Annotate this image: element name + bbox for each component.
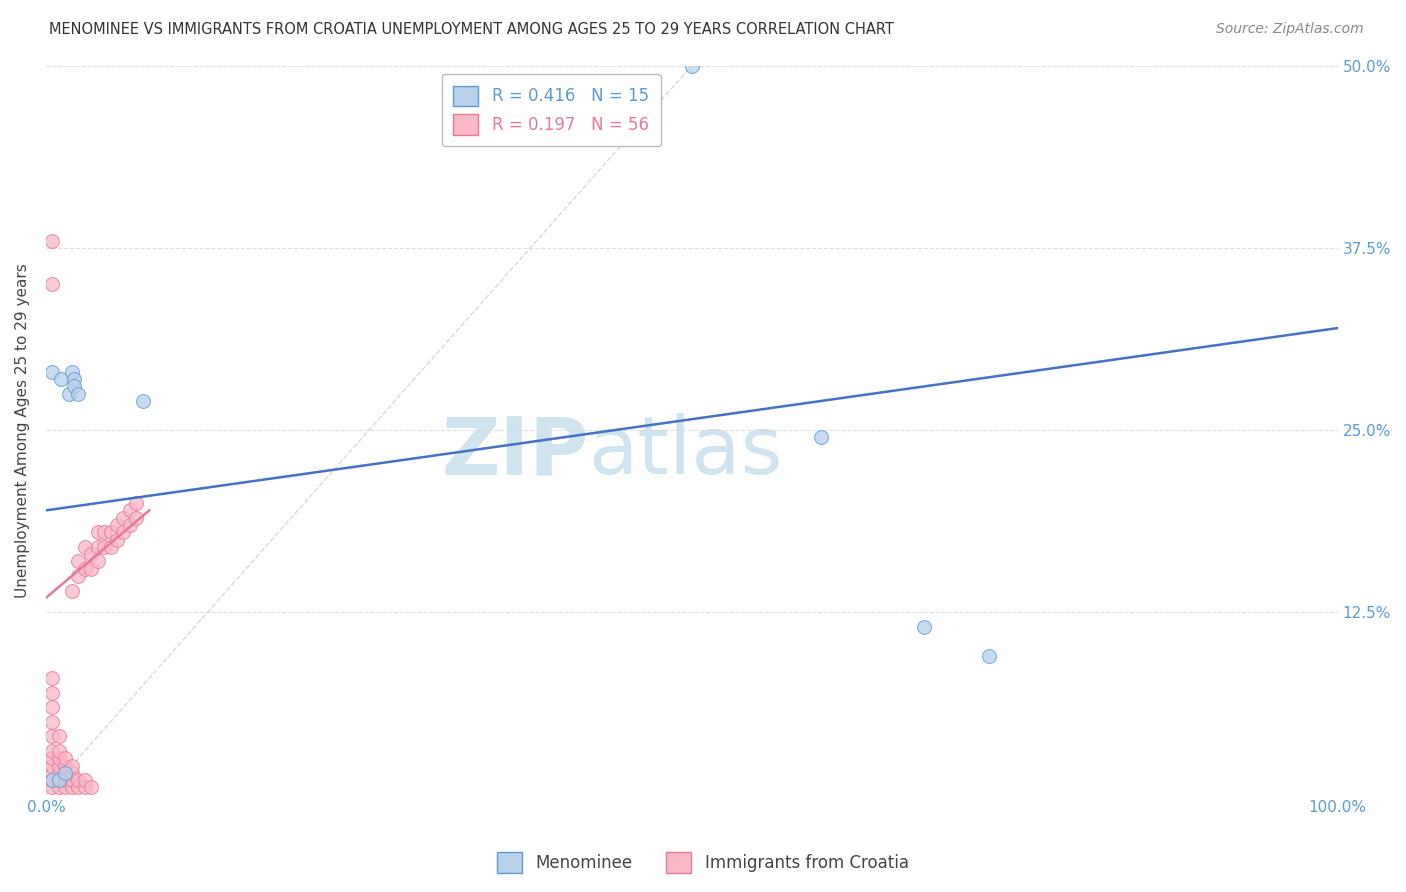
Point xyxy=(118,503,141,517)
Legend: R = 0.416   N = 15, R = 0.197   N = 56: R = 0.416 N = 15, R = 0.197 N = 56 xyxy=(441,74,661,146)
Point xyxy=(93,540,115,554)
Point xyxy=(125,510,148,524)
Point xyxy=(73,562,96,576)
Point xyxy=(58,386,80,401)
Text: Source: ZipAtlas.com: Source: ZipAtlas.com xyxy=(1216,22,1364,37)
Point xyxy=(48,765,70,780)
Point xyxy=(80,562,103,576)
Point xyxy=(132,394,155,409)
Point xyxy=(41,758,63,772)
Point xyxy=(41,780,63,795)
Point xyxy=(93,525,115,540)
Point xyxy=(977,649,1000,664)
Point xyxy=(41,773,63,788)
Point xyxy=(60,780,83,795)
Point xyxy=(53,751,76,765)
Text: atlas: atlas xyxy=(589,413,783,491)
Point xyxy=(41,773,63,788)
Point xyxy=(125,496,148,510)
Point xyxy=(60,758,83,772)
Point xyxy=(912,620,935,634)
Point xyxy=(681,59,703,73)
Point xyxy=(73,773,96,788)
Point xyxy=(67,386,90,401)
Point xyxy=(60,583,83,598)
Point xyxy=(60,765,83,780)
Point xyxy=(60,773,83,788)
Point xyxy=(73,540,96,554)
Point xyxy=(67,554,90,568)
Point xyxy=(48,773,70,788)
Y-axis label: Unemployment Among Ages 25 to 29 years: Unemployment Among Ages 25 to 29 years xyxy=(15,263,30,598)
Point xyxy=(41,765,63,780)
Point xyxy=(48,758,70,772)
Point xyxy=(48,780,70,795)
Point xyxy=(53,765,76,780)
Point xyxy=(118,517,141,532)
Point xyxy=(41,234,63,248)
Point xyxy=(86,540,108,554)
Point xyxy=(48,751,70,765)
Point xyxy=(112,525,135,540)
Point xyxy=(41,277,63,292)
Point xyxy=(73,780,96,795)
Legend: Menominee, Immigrants from Croatia: Menominee, Immigrants from Croatia xyxy=(491,846,915,880)
Point xyxy=(63,372,86,386)
Point xyxy=(48,773,70,788)
Point xyxy=(53,773,76,788)
Point xyxy=(80,547,103,561)
Point xyxy=(41,365,63,379)
Point xyxy=(41,671,63,685)
Point xyxy=(51,372,73,386)
Point xyxy=(67,773,90,788)
Point xyxy=(105,533,128,547)
Point xyxy=(105,517,128,532)
Point xyxy=(48,730,70,744)
Point xyxy=(41,751,63,765)
Point xyxy=(41,700,63,714)
Point xyxy=(100,540,122,554)
Point xyxy=(41,730,63,744)
Point xyxy=(53,765,76,780)
Point xyxy=(86,554,108,568)
Text: MENOMINEE VS IMMIGRANTS FROM CROATIA UNEMPLOYMENT AMONG AGES 25 TO 29 YEARS CORR: MENOMINEE VS IMMIGRANTS FROM CROATIA UNE… xyxy=(49,22,894,37)
Point xyxy=(112,510,135,524)
Point xyxy=(100,525,122,540)
Point xyxy=(67,569,90,583)
Point xyxy=(60,365,83,379)
Point xyxy=(80,780,103,795)
Point xyxy=(53,758,76,772)
Point xyxy=(48,744,70,758)
Text: ZIP: ZIP xyxy=(441,413,589,491)
Point xyxy=(41,685,63,699)
Point xyxy=(41,714,63,729)
Point xyxy=(86,525,108,540)
Point xyxy=(63,379,86,393)
Point xyxy=(810,430,832,444)
Point xyxy=(41,744,63,758)
Point xyxy=(53,780,76,795)
Point xyxy=(67,780,90,795)
